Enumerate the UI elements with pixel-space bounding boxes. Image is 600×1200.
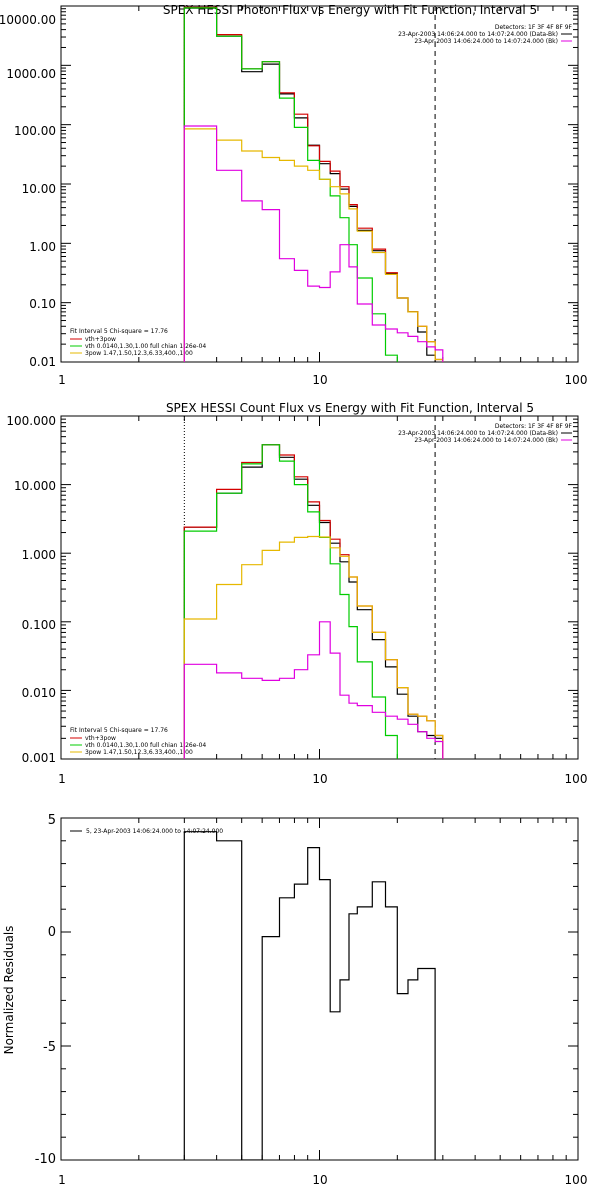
series-data-line: [183, 831, 436, 1160]
y-tick-label: 0.010: [22, 686, 56, 700]
series-layer: [183, 831, 436, 1160]
series-vth-line: [183, 444, 398, 759]
fit-label: Fit Interval 5 Chi-square = 17.76: [70, 328, 168, 335]
y-tick-label: -5: [43, 1040, 56, 1055]
series-data-line: [183, 7, 436, 362]
y-tick-label: 1.00: [29, 240, 56, 254]
legend-vth: vth 0.0140,1.30,1.00 full chian 1.26e-04: [85, 343, 206, 350]
interval-text-bk: 23-Apr-2003 14:06:24.000 to 14:07:24.000…: [414, 437, 558, 444]
fit-legend: Fit Interval 5 Chi-square = 17.76 vth+3p…: [70, 727, 206, 756]
series-pow3-line: [183, 535, 444, 759]
y-tick-label: 10000.00: [0, 13, 56, 27]
y-tick-labels: 0.001 0.010 0.100 1.000 10.000 100.000: [6, 414, 56, 765]
y-tick-labels: 0.01 0.10 1.00 10.00 100.00 1000.00 1000…: [0, 13, 56, 369]
y-tick-label: -10: [35, 1152, 56, 1167]
info-block: Detectors: 1F 3F 4F 8F 9F 23-Apr-2003 14…: [398, 24, 572, 45]
y-tick-labels: -10 -5 0 5: [35, 813, 56, 1167]
info-block: Detectors: 1F 3F 4F 8F 9F 23-Apr-2003 14…: [398, 423, 572, 444]
interval-text-data: 23-Apr-2003 14:06:24.000 to 14:07:24.000…: [398, 430, 558, 437]
x-tick-labels: 1 10 100: [58, 373, 587, 387]
panel-title: SPEX HESSI Photon Flux vs Energy with Fi…: [163, 3, 537, 17]
y-tick-label: 100.000: [6, 414, 56, 428]
y-tick-label: 10.00: [22, 182, 56, 196]
y-tick-label: 1000.00: [6, 67, 56, 81]
detectors-text: Detectors: 1F 3F 4F 8F 9F: [495, 24, 573, 31]
y-tick-label: 0.10: [29, 297, 56, 311]
plot-frame: [60, 5, 579, 363]
panel-title: SPEX HESSI Count Flux vs Energy with Fit…: [166, 401, 534, 415]
y-tick-label: 0.01: [29, 355, 56, 369]
y-tick-label: 0.100: [22, 618, 56, 632]
detectors-text: Detectors: 1F 3F 4F 8F 9F: [495, 423, 573, 430]
count-flux-panel: SPEX HESSI Count Flux vs Energy with Fit…: [6, 401, 587, 786]
legend-3pow: 3pow 1.47,1.50,12.3,6.33,400.,1.00: [85, 350, 193, 357]
x-tick-label: 1: [58, 1173, 66, 1187]
x-tick-labels: 1 10 100: [58, 772, 587, 786]
legend-interval: 5, 23-Apr-2003 14:06:24.000 to 14:07:24.…: [86, 828, 223, 835]
plot-frame: [60, 415, 579, 760]
y-tick-label: 10.000: [14, 479, 56, 493]
series-layer: [183, 444, 444, 759]
series-vth-3pow-line: [183, 444, 444, 759]
fit-label: Fit Interval 5 Chi-square = 17.76: [70, 727, 168, 734]
x-tick-label: 100: [565, 772, 588, 786]
y-axis-label: Normalized Residuals: [2, 926, 16, 1055]
legend-3pow: 3pow 1.47,1.50,12.3,6.33,400.,1.00: [85, 749, 193, 756]
series-layer: [183, 6, 444, 362]
interval-text-data: 23-Apr-2003 14:06:24.000 to 14:07:24.000…: [398, 31, 558, 38]
series-bk-line: [183, 621, 444, 759]
series-vth-3pow-line: [183, 6, 444, 362]
legend-vth-3pow: vth+3pow: [85, 735, 116, 742]
x-tick-label: 1: [58, 373, 66, 387]
x-tick-label: 10: [312, 772, 327, 786]
x-tick-labels: 1 10 100: [58, 1173, 587, 1187]
fit-legend: Fit Interval 5 Chi-square = 17.76 vth+3p…: [70, 328, 206, 357]
legend-vth-3pow: vth+3pow: [85, 336, 116, 343]
y-tick-label: 100.00: [14, 124, 56, 138]
legend-vth: vth 0.0140,1.30,1.00 full chian 1.26e-04: [85, 742, 206, 749]
y-tick-label: 1.000: [22, 548, 56, 562]
x-tick-label: 100: [565, 373, 588, 387]
photon-flux-panel: SPEX HESSI Photon Flux vs Energy with Fi…: [0, 3, 587, 387]
x-tick-label: 100: [565, 1173, 588, 1187]
series-data-line: [183, 444, 444, 759]
series-pow3-line: [183, 128, 444, 362]
series-vth-line: [183, 7, 398, 362]
interval-text-bk: 23-Apr-2003 14:06:24.000 to 14:07:24.000…: [414, 38, 558, 45]
series-bk-line: [183, 125, 444, 362]
x-tick-label: 10: [312, 373, 327, 387]
x-tick-label: 1: [58, 772, 66, 786]
y-tick-label: 5: [48, 813, 56, 828]
y-tick-label: 0: [48, 925, 56, 940]
x-tick-label: 10: [312, 1173, 327, 1187]
residuals-panel: -10 -5 0 5 1 10 100 Normalized Residuals…: [2, 813, 587, 1187]
y-tick-label: 0.001: [22, 751, 56, 765]
